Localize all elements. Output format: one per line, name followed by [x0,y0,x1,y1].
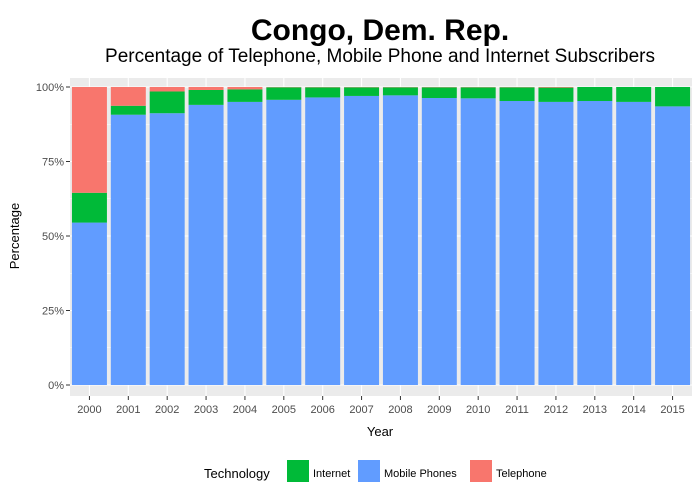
x-tick-label: 2009 [427,404,451,416]
bar-internet [421,87,457,99]
bar-telephone [227,87,263,90]
bar-mobile-phones [344,95,380,385]
bar-internet [110,105,146,115]
bar-mobile-phones [499,101,535,386]
bar-internet [188,89,224,105]
bar-mobile-phones [577,101,613,386]
y-axis-title: Percentage [7,203,22,270]
legend: Technology Internet Mobile Phones Telephon… [204,460,547,482]
y-tick-label: 0% [48,380,64,392]
x-tick-label: 2001 [116,404,140,416]
bar-mobile-phones [305,97,341,386]
legend-title: Technology [204,466,270,481]
bar-mobile-phones [227,101,263,386]
x-tick-label: 2003 [194,404,218,416]
bar-telephone [110,87,146,106]
x-axis-title: Year [367,424,394,439]
y-tick-label: 50% [42,231,64,243]
bar-internet [71,192,107,223]
y-tick-label: 25% [42,306,64,318]
legend-label: Mobile Phones [384,468,457,480]
bar-internet [266,87,302,100]
legend-label: Telephone [496,468,547,480]
bar-mobile-phones [538,101,574,386]
x-axis: 2000 2001 2002 2003 2004 2005 2006 2007 2008 2009… [77,396,685,416]
bars [71,87,691,386]
bar-telephone [71,87,107,193]
legend-key-internet [287,460,309,482]
bar-mobile-phones [149,113,185,385]
bar-internet [382,87,418,96]
x-tick-label: 2011 [505,404,529,416]
x-tick-label: 2005 [272,404,296,416]
bar-telephone [188,87,224,90]
bar-mobile-phones [71,222,107,385]
bar-mobile-phones [421,98,457,385]
bar-mobile-phones [188,104,224,385]
x-tick-label: 2015 [660,404,684,416]
y-tick-label: 75% [42,157,64,169]
x-tick-label: 2007 [349,404,373,416]
x-tick-label: 2002 [155,404,179,416]
bar-mobile-phones [266,99,302,386]
bar-internet [577,87,613,102]
x-tick-label: 2013 [583,404,607,416]
bar-internet [305,87,341,98]
x-tick-label: 2012 [544,404,568,416]
bar-mobile-phones [110,114,146,386]
x-tick-label: 2004 [233,404,257,416]
bar-internet [616,87,652,102]
bar-internet [344,87,380,96]
legend-label: Internet [313,468,350,480]
bar-mobile-phones [655,106,691,386]
bar-telephone [538,87,574,88]
x-tick-label: 2008 [388,404,412,416]
bar-internet [499,87,535,102]
y-axis: 0% 25% 50% 75% 100% [36,82,70,392]
x-tick-label: 2006 [310,404,334,416]
x-tick-label: 2010 [466,404,490,416]
legend-key-telephone [470,460,492,482]
bar-internet [460,87,496,99]
bar-internet [655,87,691,107]
x-tick-label: 2014 [621,404,645,416]
chart-title: Congo, Dem. Rep. [251,14,509,47]
bar-internet [227,89,263,102]
bar-mobile-phones [616,101,652,386]
chart-subtitle: Percentage of Telephone, Mobile Phone an… [105,46,655,67]
x-tick-label: 2000 [77,404,101,416]
bar-telephone [149,87,185,92]
legend-key-mobile-phones [358,460,380,482]
y-tick-label: 100% [36,82,64,94]
bar-internet [538,87,574,102]
bar-internet [149,91,185,114]
bar-mobile-phones [382,95,418,386]
bar-mobile-phones [460,98,496,385]
